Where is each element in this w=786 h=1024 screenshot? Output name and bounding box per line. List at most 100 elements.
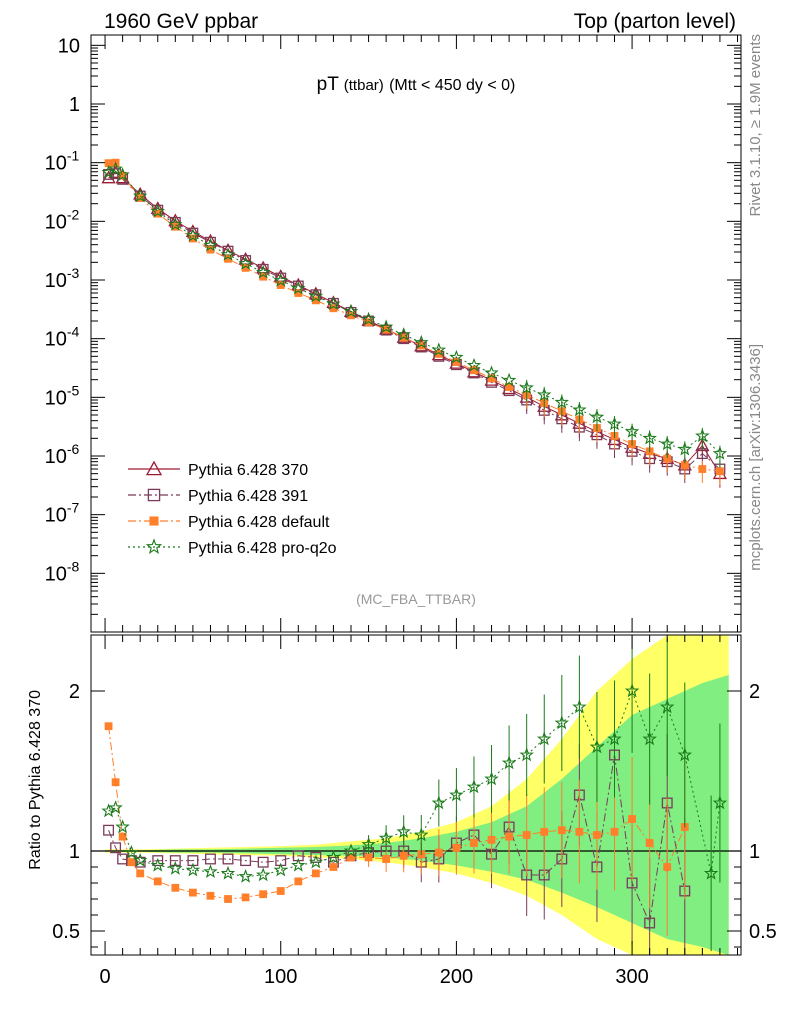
legend-label: Pythia 6.428 default: [188, 514, 330, 531]
ratio-point: [396, 824, 411, 838]
main-point: [241, 263, 250, 272]
main-point: [663, 454, 672, 463]
plot-title-cond: (Mtt < 450 dy < 0): [389, 77, 515, 94]
main-point: [378, 319, 394, 334]
main-point: [150, 203, 165, 218]
main-point: [347, 311, 355, 320]
ratio-ylabel: Ratio to Pythia 6.428 370: [27, 690, 44, 870]
ratio-point: [133, 853, 148, 867]
main-point: [698, 465, 707, 473]
ratio-point: [329, 863, 338, 871]
main-point: [716, 467, 724, 476]
ratio-point: [484, 771, 499, 786]
ratio-point: [519, 747, 534, 762]
main-point: [380, 324, 392, 336]
ratio-point: [347, 853, 355, 862]
main-point: [712, 446, 728, 460]
main-point: [361, 311, 376, 326]
ratio-point: [257, 856, 269, 868]
legend-label: Pythia 6.428 pro-q2o: [188, 540, 337, 557]
ratio-point: [256, 867, 271, 882]
ratio-point: [294, 877, 303, 886]
ratio-point: [205, 853, 216, 865]
ratio-point: [276, 887, 285, 895]
ratio-point: [610, 827, 619, 836]
main-point: [133, 188, 148, 203]
main-point: [434, 349, 443, 358]
main-point: [294, 289, 303, 297]
ratio-point: [241, 893, 250, 902]
ratio-point: [434, 848, 443, 857]
ratio-point: [470, 839, 478, 847]
main-series-line-2: [108, 162, 720, 472]
y-tick-label: 10-6: [45, 441, 80, 468]
ratio-y-tick-label: 0.5: [52, 921, 80, 943]
ratio-point: [557, 826, 566, 835]
main-point: [276, 281, 285, 289]
ratio-point: [134, 856, 146, 868]
main-point: [291, 280, 306, 295]
ratio-point: [111, 778, 120, 787]
main-point: [607, 416, 622, 431]
ratio-point: [501, 755, 517, 770]
ratio-point: [240, 855, 252, 867]
main-point: [505, 383, 514, 391]
ratio-point: [220, 865, 236, 880]
ratio-plot-frame: [90, 634, 742, 956]
main-point: [449, 349, 464, 364]
ratio-point: [311, 869, 320, 878]
y-tick-label: 1: [69, 94, 80, 116]
y-tick-exponent: -4: [67, 324, 80, 340]
ratio-point: [361, 836, 376, 851]
ratio-point: [168, 861, 183, 875]
x-tick-label: 100: [264, 966, 297, 988]
y-tick-base: 10: [58, 35, 80, 57]
header-right: Top (parton level): [574, 10, 736, 33]
plot-title-sub: (ttbar): [344, 77, 384, 94]
watermark: (MC_FBA_TTBAR): [356, 591, 476, 607]
ratio-point: [642, 731, 657, 746]
ratio-point: [537, 731, 552, 746]
ratio-point: [203, 864, 218, 878]
main-point: [484, 365, 499, 380]
x-tick-label: 200: [440, 966, 473, 988]
main-point: [103, 168, 115, 180]
ratio-point: [624, 683, 640, 698]
legend-marker: [145, 538, 163, 554]
main-point: [589, 409, 605, 424]
y-tick-label: 10-2: [45, 206, 80, 233]
ratio-point: [188, 888, 197, 897]
main-point: [537, 387, 552, 402]
main-point: [308, 288, 324, 303]
main-series-line-3: [108, 168, 721, 454]
main-point: [238, 256, 253, 270]
ratio-point: [575, 827, 584, 836]
ratio-point: [431, 795, 446, 810]
ratio-point: [169, 855, 181, 867]
ratio-y-tick-label-right: 0.5: [749, 921, 777, 943]
y-tick-exponent: -7: [67, 500, 80, 516]
ratio-series-line-0: [108, 754, 686, 925]
main-series-2: [104, 158, 724, 486]
ratio-point: [110, 842, 122, 854]
ratio-y-tick-label: 1: [69, 841, 80, 863]
y-tick-base: 10: [45, 211, 67, 233]
ratio-point: [343, 843, 359, 858]
main-point: [168, 217, 183, 231]
main-point: [311, 296, 320, 305]
legend-label: Pythia 6.428 370: [188, 462, 308, 479]
main-series-line-0: [108, 171, 721, 474]
main-point: [572, 402, 587, 417]
ratio-point: [118, 832, 127, 841]
main-point: [519, 380, 534, 394]
ratio-y-tick-label-right: 2: [749, 681, 760, 703]
ratio-band-1: [105, 675, 729, 955]
ratio-point: [414, 827, 429, 842]
x-tick-label: 0: [99, 966, 110, 988]
main-point: [273, 272, 288, 287]
main-series-1: [103, 168, 726, 484]
ratio-point: [153, 877, 162, 886]
legend-label: Pythia 6.428 391: [188, 488, 308, 505]
legend-entry-3: Pythia 6.428 pro-q2o: [128, 538, 337, 557]
